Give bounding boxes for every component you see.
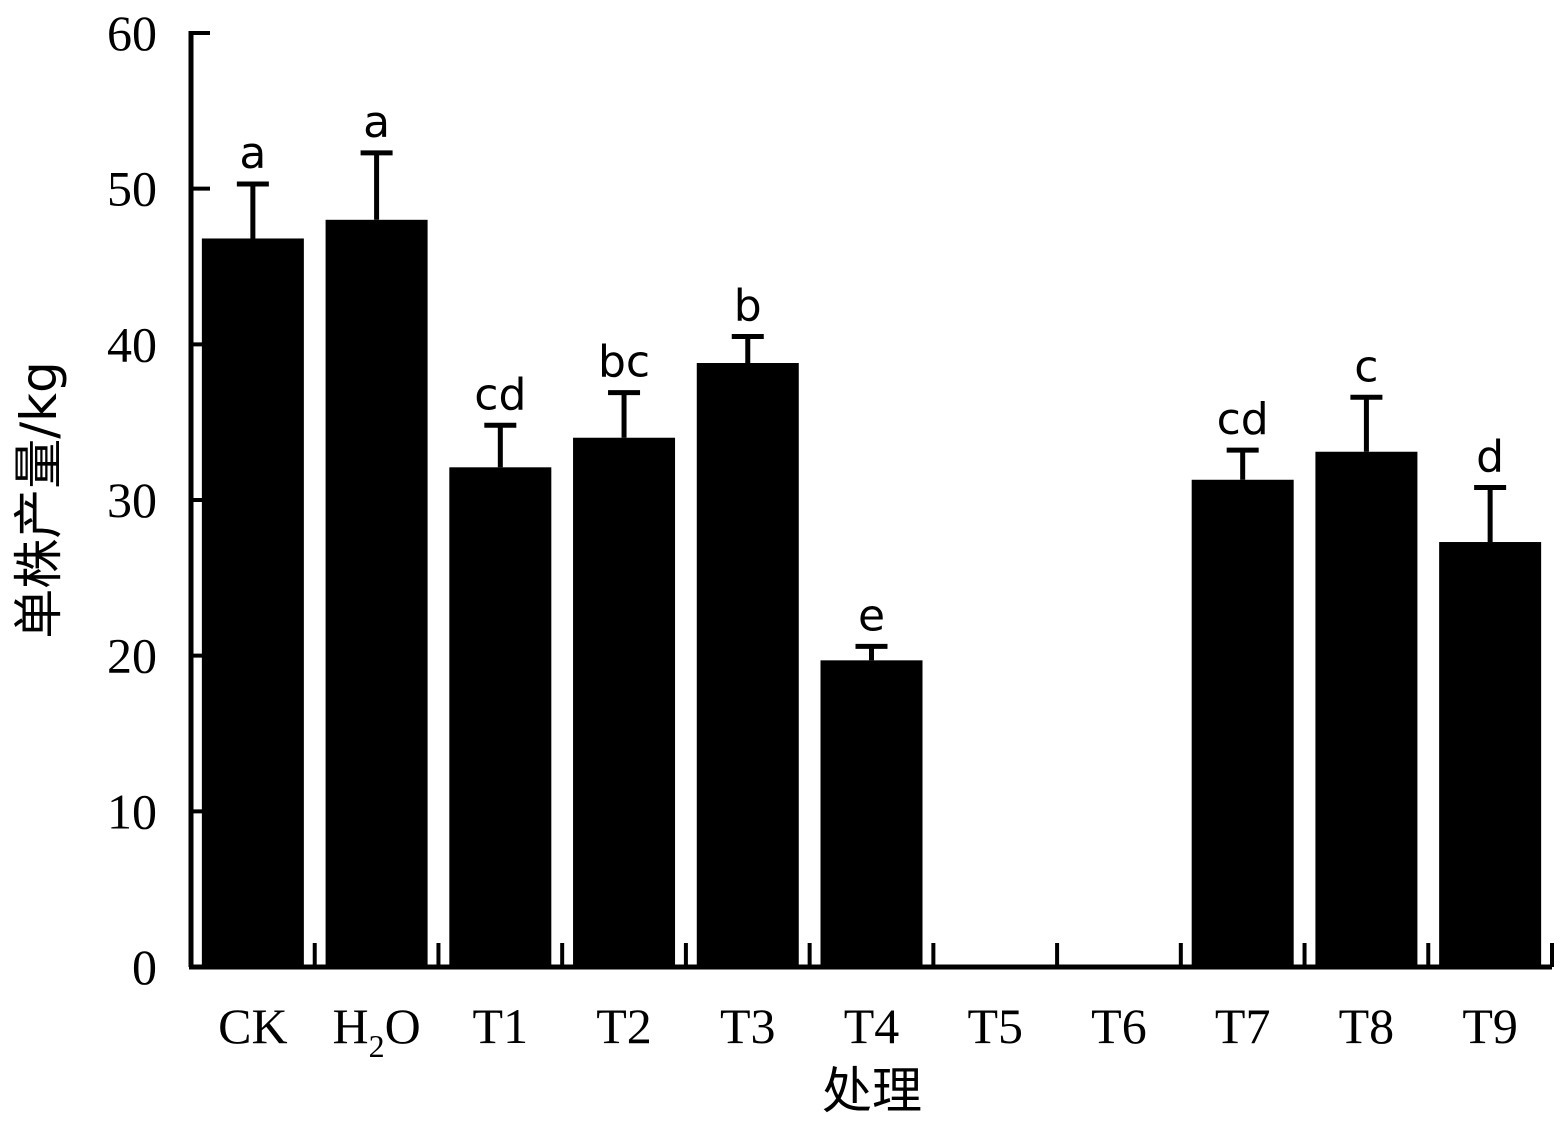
x-tick-label: T3 <box>720 998 776 1054</box>
x-tick-label: CK <box>218 998 287 1054</box>
x-axis-title: 处理 <box>822 1062 922 1120</box>
bar <box>1191 479 1294 967</box>
x-tick-label: T7 <box>1215 998 1271 1054</box>
significance-label: cd <box>474 369 526 420</box>
bar <box>1439 542 1542 967</box>
significance-label: cd <box>1217 394 1269 445</box>
y-tick-label: 10 <box>107 783 157 839</box>
x-tick-label: T4 <box>844 998 900 1054</box>
bar <box>201 238 304 968</box>
x-tick-label: T6 <box>1091 998 1147 1054</box>
bars <box>201 150 1542 968</box>
y-tick-label: 60 <box>107 5 157 61</box>
x-tick-label: T8 <box>1339 998 1395 1054</box>
significance-label: a <box>363 97 390 148</box>
bar <box>325 219 428 968</box>
significance-label: e <box>858 590 885 641</box>
bar <box>696 363 799 968</box>
bar <box>573 437 676 967</box>
significance-label: a <box>239 128 266 179</box>
significance-label: c <box>1354 341 1378 392</box>
y-tick-label: 20 <box>107 628 157 684</box>
y-tick-label: 50 <box>107 161 157 217</box>
bar <box>1315 451 1418 967</box>
bar <box>820 660 923 967</box>
x-tick-label: T2 <box>596 998 652 1054</box>
x-tick-label: T9 <box>1462 998 1518 1054</box>
significance-label: bc <box>598 337 650 388</box>
y-tick-label: 30 <box>107 472 157 528</box>
y-tick-label: 0 <box>132 939 157 995</box>
x-tick-label: T1 <box>473 998 529 1054</box>
x-tick-label: T5 <box>967 998 1023 1054</box>
x-tick-labels: CK H2O T1 T2 T3 T4 T5 T6 T7 T8 T9 <box>218 998 1518 1064</box>
bar <box>449 467 552 967</box>
y-axis-title: 单株产量/kg <box>10 361 68 639</box>
y-ticks: 0 10 20 30 40 50 60 <box>107 5 210 995</box>
significance-label: d <box>1476 432 1504 483</box>
y-tick-label: 40 <box>107 316 157 372</box>
x-tick-label: H2O <box>332 998 420 1064</box>
significance-label: b <box>734 281 762 332</box>
